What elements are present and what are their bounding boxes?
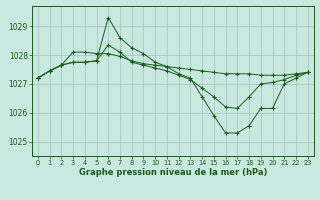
X-axis label: Graphe pression niveau de la mer (hPa): Graphe pression niveau de la mer (hPa): [79, 168, 267, 177]
